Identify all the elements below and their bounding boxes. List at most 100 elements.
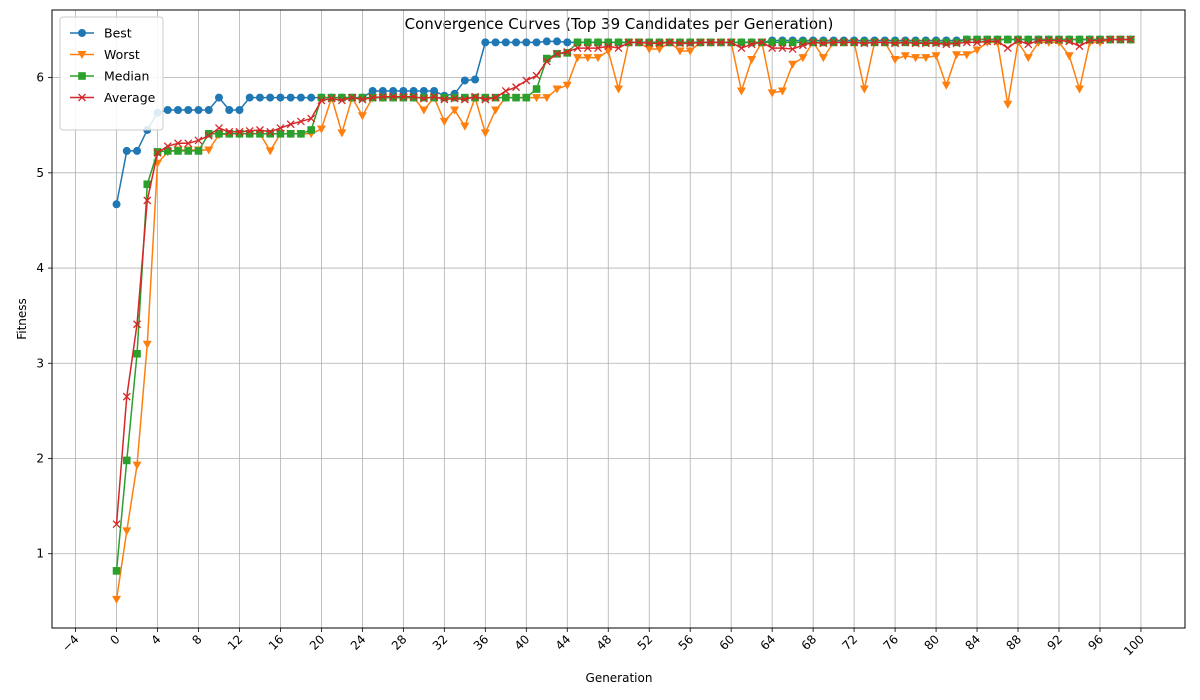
worst-marker [357, 112, 367, 121]
median-marker [317, 93, 326, 102]
average-marker [501, 86, 510, 95]
average-marker [255, 126, 264, 134]
median-marker [645, 38, 654, 47]
legend-item-worst: Worst [70, 47, 140, 62]
average-marker [706, 38, 715, 47]
worst-marker [675, 47, 685, 56]
worst-marker [952, 51, 962, 60]
plot-frame [51, 9, 1186, 629]
median-marker [502, 93, 510, 102]
y-axis: 1 2 3 4 5 6 [36, 71, 52, 561]
average-marker [542, 57, 551, 66]
average-marker [1044, 36, 1053, 45]
best-marker [184, 105, 193, 114]
best-marker [245, 93, 254, 102]
average-marker [348, 93, 357, 102]
best-marker [409, 86, 418, 95]
average-marker [716, 38, 725, 47]
average-marker [727, 38, 736, 47]
best-marker [112, 200, 121, 209]
median-marker [112, 567, 121, 575]
legend-best-marker [78, 29, 86, 37]
y-tick-label: 1 [36, 547, 44, 561]
worst-marker [552, 85, 562, 94]
average-marker [839, 38, 848, 47]
best-marker [460, 76, 469, 85]
legend-label: Median [104, 69, 149, 84]
average-marker [317, 96, 326, 105]
legend-item-best: Best [70, 26, 132, 41]
average-marker [932, 39, 941, 48]
average-marker [389, 92, 398, 101]
average-marker [296, 117, 305, 126]
median-marker [133, 349, 141, 358]
best-marker [368, 86, 377, 95]
best-marker [133, 146, 142, 155]
average-marker [460, 95, 469, 104]
best-marker [214, 93, 223, 102]
best-marker [491, 38, 500, 47]
median-marker [358, 93, 367, 102]
median-marker [286, 129, 295, 138]
average-marker [215, 124, 223, 133]
median-marker [799, 38, 807, 47]
median-marker [1044, 35, 1053, 44]
average-marker [655, 39, 664, 48]
best-marker [481, 38, 490, 47]
series-average [112, 35, 1135, 529]
y-axis-title: Fitness [15, 298, 29, 340]
average-marker [327, 94, 336, 103]
chart-title: Convergence Curves (Top 39 Candidates pe… [405, 15, 834, 33]
average-marker [522, 76, 531, 85]
worst-marker [788, 60, 798, 69]
worst-marker [562, 81, 572, 90]
average-marker [1126, 35, 1135, 44]
average-marker [419, 94, 428, 103]
average-marker [450, 94, 459, 103]
average-marker [809, 38, 818, 47]
median-marker [194, 147, 203, 155]
median-marker [963, 35, 971, 44]
worst-marker [921, 54, 931, 63]
average-marker [665, 38, 674, 47]
best-marker [266, 93, 275, 102]
average-marker [245, 126, 254, 135]
x-axis-title: Generation [586, 671, 653, 685]
worst-marker [132, 461, 142, 470]
y-tick-label: 5 [36, 166, 44, 180]
worst-marker [419, 106, 429, 115]
median-marker [594, 38, 602, 47]
y-tick-label: 6 [36, 71, 44, 85]
median-marker [143, 180, 152, 189]
average-marker [594, 44, 602, 53]
worst-marker [583, 54, 593, 63]
median-marker [122, 456, 131, 465]
average-marker [174, 139, 182, 148]
worst-marker [1074, 85, 1084, 94]
average-marker [993, 37, 1002, 46]
best-marker [430, 86, 439, 95]
average-marker [860, 39, 869, 48]
median-marker [993, 35, 1002, 44]
best-marker [194, 105, 203, 114]
best-marker [225, 105, 234, 114]
worst-marker [736, 87, 746, 96]
median-marker [573, 38, 582, 47]
average-marker [1024, 40, 1033, 49]
worst-marker [450, 106, 460, 115]
worst-marker [1064, 52, 1074, 61]
worst-marker [593, 54, 603, 63]
average-marker [337, 96, 346, 105]
median-marker [1075, 35, 1084, 44]
best-marker [235, 105, 244, 114]
median-marker [788, 38, 797, 47]
average-marker [676, 39, 684, 48]
median-marker [768, 38, 776, 47]
legend-item-median: Median [70, 69, 149, 84]
worst-marker [439, 117, 449, 126]
best-marker [296, 93, 305, 102]
median-marker [225, 129, 234, 138]
average-marker [1055, 36, 1063, 45]
